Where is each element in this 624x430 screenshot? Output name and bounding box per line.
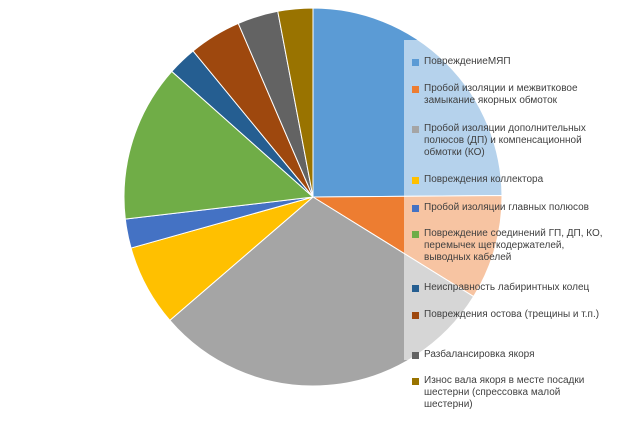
- legend-swatch: [412, 378, 419, 385]
- legend: ПовреждениеМЯП Пробой изоляции и межвитк…: [404, 40, 616, 410]
- legend-swatch: [412, 231, 419, 238]
- legend-item: Пробой изоляции и межвитковое замыкание …: [412, 83, 609, 107]
- legend-item: Повреждения коллектора: [412, 174, 609, 186]
- legend-swatch: [412, 352, 419, 359]
- legend-label: Повреждения остова (трещины и т.п.): [424, 309, 600, 320]
- legend-swatch: [412, 205, 419, 212]
- legend-label: Пробой изоляции главных полюсов: [424, 202, 589, 213]
- legend-item: Повреждение соединений ГП, ДП, КО, перем…: [412, 228, 609, 264]
- legend-swatch: [412, 86, 419, 93]
- legend-label: Неисправность лабиринтных колец: [424, 282, 590, 293]
- legend-label: Пробой изоляции и межвитковое замыкание …: [424, 83, 578, 106]
- pie-slice: [277, 7, 314, 198]
- legend-item: Разбалансировка якоря: [412, 349, 609, 361]
- legend-item: Неисправность лабиринтных колец: [412, 282, 609, 294]
- legend-label: Износ вала якоря в месте посадки шестерн…: [424, 375, 585, 410]
- legend-item: Повреждения остова (трещины и т.п.): [412, 309, 609, 321]
- legend-swatch: [412, 285, 419, 292]
- legend-item: Пробой изоляции главных полюсов: [412, 202, 609, 214]
- legend-label: Повреждения коллектора: [424, 174, 544, 185]
- legend-item: Пробой изоляции дополнительных полюсов (…: [412, 123, 609, 159]
- pie-slice: [123, 70, 315, 220]
- legend-swatch: [412, 312, 419, 319]
- legend-label: ПовреждениеМЯП: [424, 56, 511, 67]
- legend-item: ПовреждениеМЯП: [412, 56, 609, 68]
- legend-item: Износ вала якоря в месте посадки шестерн…: [412, 375, 609, 411]
- legend-swatch: [412, 126, 419, 133]
- legend-label: Разбалансировка якоря: [424, 349, 535, 360]
- legend-label: Повреждение соединений ГП, ДП, КО, перем…: [424, 228, 603, 263]
- legend-label: Пробой изоляции дополнительных полюсов (…: [424, 123, 586, 158]
- legend-swatch: [412, 177, 419, 184]
- legend-swatch: [412, 59, 419, 66]
